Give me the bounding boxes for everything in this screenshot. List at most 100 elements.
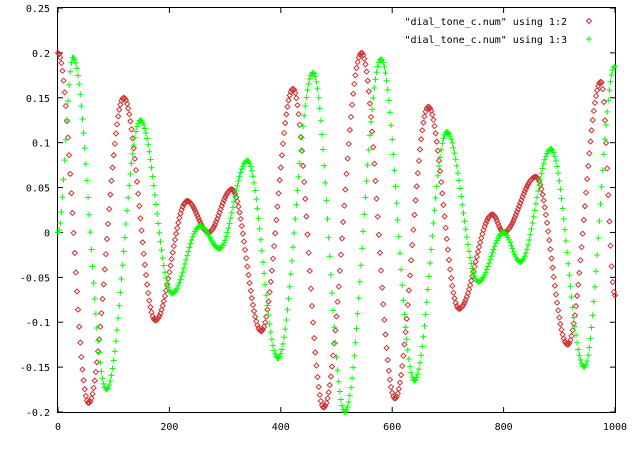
data-point — [339, 402, 346, 409]
data-point — [351, 80, 358, 88]
data-point — [314, 85, 321, 92]
data-point — [395, 233, 402, 240]
data-point — [112, 338, 119, 345]
x-tick-label: 800 — [495, 422, 513, 433]
data-point — [600, 151, 607, 158]
data-point — [555, 170, 562, 177]
data-point — [520, 255, 527, 262]
data-point — [363, 68, 370, 75]
data-point — [87, 229, 94, 236]
data-point — [585, 17, 593, 25]
data-point — [355, 295, 362, 302]
data-point — [307, 285, 315, 292]
data-point — [57, 220, 64, 227]
data-point — [556, 177, 563, 184]
legend-label: "dial_tone_c.num" using 1:2 — [404, 17, 567, 28]
data-point — [327, 373, 335, 380]
data-point — [609, 278, 616, 286]
data-point — [306, 267, 313, 275]
data-point — [383, 344, 390, 352]
data-point — [338, 235, 346, 242]
data-point — [417, 359, 424, 366]
data-point — [345, 398, 352, 405]
data-point — [75, 72, 82, 79]
data-point — [461, 218, 468, 225]
data-point — [595, 235, 602, 242]
data-point — [116, 106, 123, 113]
data-point — [326, 381, 334, 389]
data-point — [114, 327, 121, 334]
data-point — [264, 302, 271, 309]
data-point — [139, 119, 146, 126]
data-point — [528, 226, 535, 233]
data-point — [386, 376, 394, 383]
data-point — [248, 167, 255, 174]
data-point — [542, 153, 549, 160]
y-tick-label: 0.1 — [32, 139, 50, 150]
data-point — [98, 368, 105, 375]
data-point — [440, 135, 447, 142]
data-point — [453, 162, 460, 169]
data-point — [100, 281, 107, 288]
data-point — [353, 64, 360, 72]
data-point — [147, 156, 154, 163]
series-layer — [54, 49, 619, 415]
data-point — [255, 215, 262, 222]
data-point — [98, 309, 105, 317]
data-point — [97, 359, 104, 366]
data-point — [419, 127, 426, 134]
data-point — [460, 210, 467, 217]
data-point — [110, 357, 117, 364]
data-point — [601, 117, 609, 124]
data-point — [390, 151, 397, 158]
data-point — [401, 341, 408, 348]
data-point — [141, 125, 148, 132]
data-point — [81, 145, 88, 152]
data-point — [104, 386, 111, 393]
legend: "dial_tone_c.num" using 1:2 "dial_tone_c.… — [404, 17, 593, 46]
data-point — [62, 102, 70, 110]
data-point — [437, 154, 444, 161]
data-point — [59, 67, 66, 75]
data-point — [608, 263, 615, 270]
data-point — [402, 328, 409, 336]
data-point — [120, 248, 127, 255]
data-point — [604, 108, 611, 115]
data-point — [389, 136, 396, 143]
data-point — [364, 162, 371, 169]
data-point — [77, 339, 84, 346]
data-point — [548, 255, 555, 262]
data-point — [547, 245, 554, 253]
data-point — [329, 352, 337, 359]
data-point — [468, 260, 475, 267]
data-point — [231, 198, 238, 205]
data-point — [194, 212, 201, 219]
data-point — [92, 368, 100, 376]
data-point — [249, 173, 256, 180]
data-point — [405, 356, 412, 363]
data-point — [394, 216, 401, 223]
data-point — [356, 278, 363, 285]
data-point — [577, 356, 584, 363]
data-point — [72, 60, 79, 67]
data-point — [470, 269, 477, 276]
data-point — [122, 220, 129, 227]
data-point — [280, 129, 288, 137]
data-point — [391, 395, 398, 402]
data-point — [469, 272, 476, 280]
data-point — [564, 249, 571, 256]
data-point — [436, 167, 444, 175]
data-point — [72, 269, 80, 276]
data-point — [363, 178, 370, 185]
data-point — [590, 107, 598, 115]
data-point — [267, 329, 274, 336]
data-point — [488, 253, 495, 260]
data-point — [347, 113, 355, 121]
data-point — [80, 130, 87, 137]
data-point — [273, 216, 280, 224]
data-point — [429, 111, 436, 118]
data-point — [469, 265, 476, 272]
data-point — [128, 160, 135, 167]
data-point — [317, 117, 324, 124]
data-point — [297, 133, 305, 141]
